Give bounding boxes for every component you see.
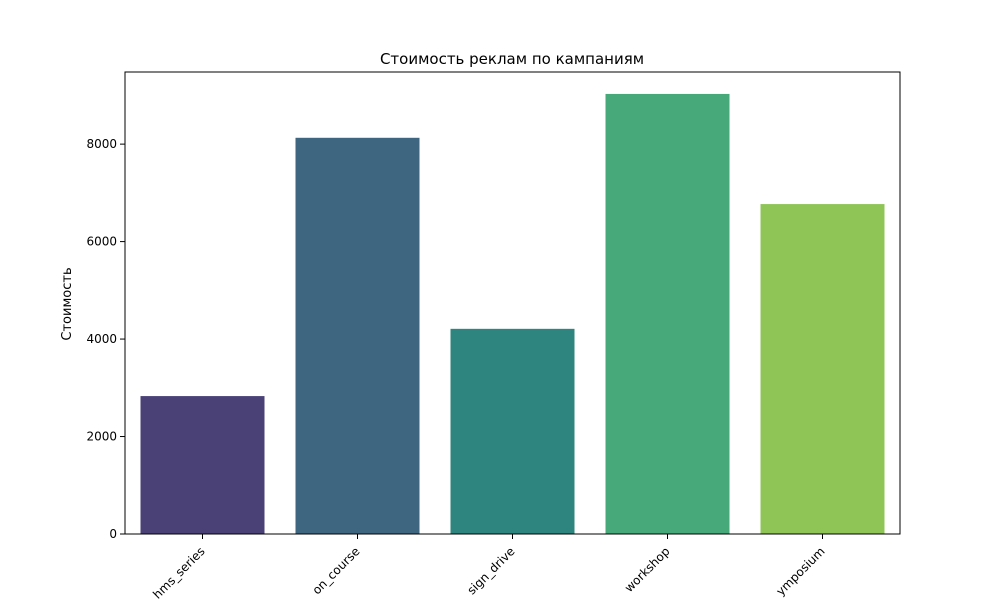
y-axis-label: Стоимость: [60, 267, 75, 340]
y-tick-label: 4000: [86, 332, 117, 346]
y-tick-label: 8000: [86, 137, 117, 151]
x-tick-label-sign_drive: sign_drive: [464, 544, 517, 597]
y-tick-label: 2000: [86, 430, 117, 444]
bar-ymposium: [760, 204, 885, 534]
bar-sign_drive: [450, 328, 575, 534]
bar-hms_series: [140, 396, 265, 534]
x-tick-label-ymposium: ymposium: [773, 544, 827, 598]
bar-workshop: [605, 93, 730, 534]
x-axis-ticks: hms_series on_course sign_drive workshop ymp…: [150, 534, 828, 602]
chart-title: Стоимость реклам по кампаниям: [380, 50, 644, 68]
bars-group: [140, 93, 885, 534]
x-tick-label-hms_series: hms_series: [150, 544, 207, 600]
plot-frame: [124, 71, 901, 535]
x-tick-label-on_course: on_course: [310, 544, 363, 597]
bar-on_course: [295, 137, 420, 534]
y-axis-ticks: 0 2000 4000 6000 8000: [86, 137, 125, 541]
y-tick-label: 6000: [86, 235, 117, 249]
y-tick-label: 0: [109, 527, 117, 541]
x-tick-label-workshop: workshop: [622, 544, 673, 595]
